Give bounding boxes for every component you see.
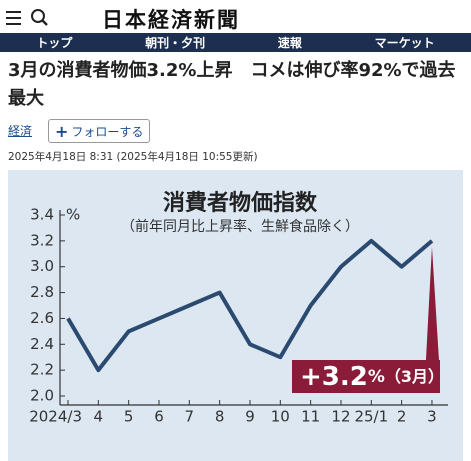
y-unit: % <box>66 206 80 224</box>
y-tick-label: 2.6 <box>30 309 54 327</box>
x-tick-label: 4 <box>94 408 104 426</box>
x-tick-label: 25/1 <box>354 408 388 426</box>
category-link[interactable]: 経済 <box>8 124 33 138</box>
menu-icon[interactable] <box>6 23 21 25</box>
chart: 消費者物価指数 （前年同月比上昇率、生鮮食品除く） % 2.0 2.2 2.4 2.6… <box>8 170 463 461</box>
y-tick-label: 2.0 <box>30 387 54 405</box>
x-tick-label: 6 <box>154 408 164 426</box>
plus-icon: + <box>55 121 69 141</box>
x-tick-label: 10 <box>271 408 290 426</box>
timestamp: 2025年4月18日 8:31 (2025年4月18日 10:55更新) <box>8 151 258 163</box>
x-tick-label: 8 <box>215 408 225 426</box>
x-tick-label: 5 <box>124 408 134 426</box>
x-tick-label: 9 <box>245 408 255 426</box>
search-icon[interactable] <box>31 9 45 23</box>
nav-item[interactable]: 速報 <box>277 36 302 50</box>
y-tick-label: 3.2 <box>30 231 54 249</box>
y-tick-label: 2.4 <box>30 335 54 353</box>
x-tick-label: 2 <box>397 408 407 426</box>
x-tick-label: 7 <box>185 408 195 426</box>
headline: 3月の消費者物価3.2%上昇 コメは伸び率92%で過去最大 <box>8 60 456 109</box>
nav-bar: トップ 朝刊・夕刊 速報 マーケット <box>0 33 471 52</box>
y-tick-label: 3.0 <box>30 257 54 275</box>
x-tick-label: 11 <box>301 408 320 426</box>
callout-change: +3.2 <box>300 362 368 392</box>
chart-title: 消費者物価指数 <box>163 190 318 216</box>
y-tick-label: 2.2 <box>30 361 54 379</box>
y-tick-label: 3.4 <box>30 206 54 224</box>
callout-unit: % <box>368 367 385 387</box>
x-tick-label: 12 <box>331 408 350 426</box>
callout-box <box>292 360 440 393</box>
chart-subtitle: （前年同月比上昇率、生鮮食品除く） <box>121 218 359 235</box>
follow-label: フォローする <box>71 124 144 139</box>
nav-item[interactable]: マーケット <box>374 36 435 50</box>
nav-item[interactable]: 朝刊・夕刊 <box>145 36 206 50</box>
follow-button[interactable]: + フォローする <box>48 119 151 143</box>
callout-spike <box>425 246 439 360</box>
header-icons <box>6 9 48 26</box>
callout-period: （3月） <box>385 367 444 386</box>
y-tick-label: 2.8 <box>30 283 54 301</box>
data-line <box>66 238 434 373</box>
nav-item[interactable]: トップ <box>36 36 73 50</box>
x-tick-label: 2024/3 <box>29 408 82 426</box>
callout-text: +3.2%（3月） <box>300 362 444 392</box>
logo[interactable]: 日本経済新聞 <box>102 7 240 32</box>
x-tick-label: 3 <box>427 408 437 426</box>
chart-bg <box>8 170 463 461</box>
